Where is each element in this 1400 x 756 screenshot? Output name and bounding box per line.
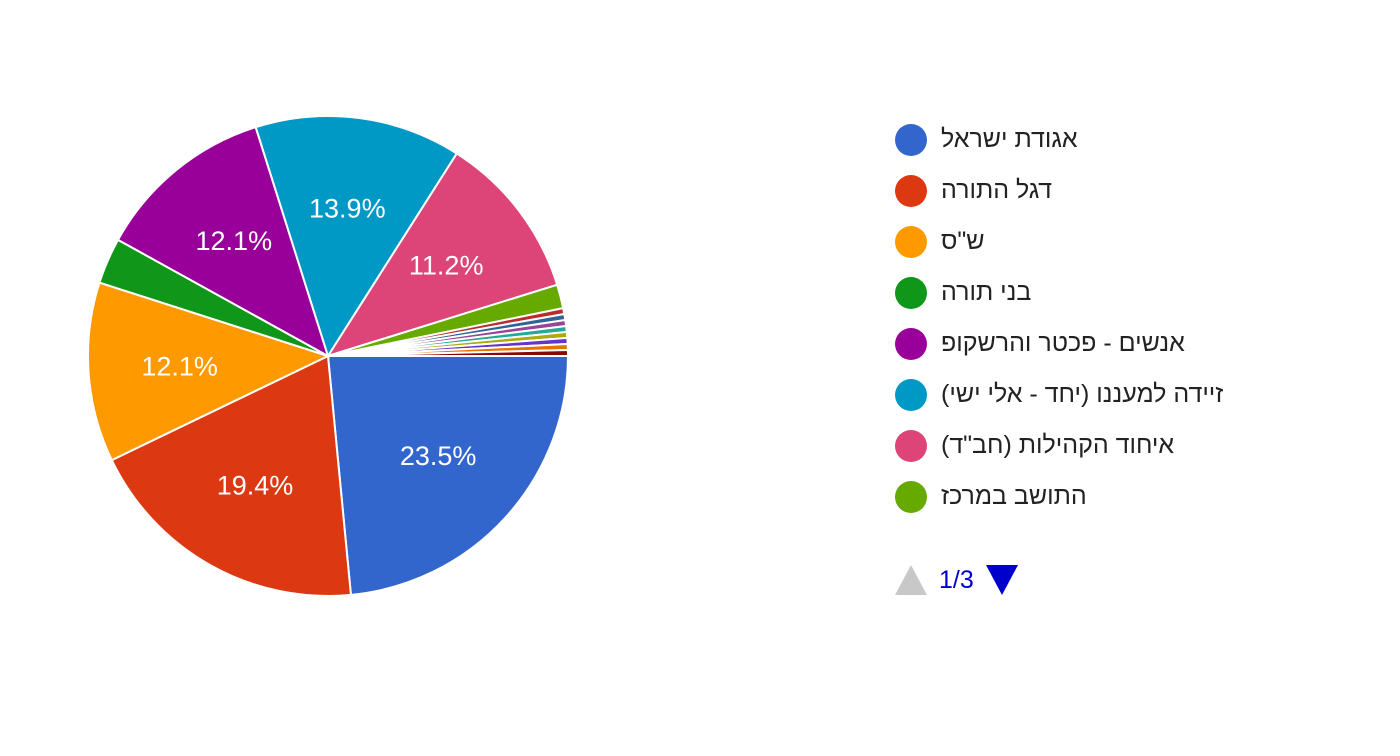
pie-slice[interactable] <box>327 348 570 357</box>
legend: אגודת ישראל דגל התורה ש"ס בני תורה אנשים… <box>895 114 1223 522</box>
slice-value-label: 19.4% <box>217 471 294 501</box>
legend-swatch <box>895 276 927 309</box>
triangle-up-icon[interactable] <box>895 565 927 595</box>
legend-item[interactable]: דגל התורה <box>895 165 1223 216</box>
slice-value-label: 12.1% <box>196 226 273 256</box>
legend-item[interactable]: זיידה למעננו (יחד - אלי ישי) <box>895 369 1223 420</box>
legend-swatch <box>895 480 927 513</box>
legend-swatch <box>895 174 927 207</box>
legend-label: זיידה למעננו (יחד - אלי ישי) <box>941 380 1224 408</box>
legend-swatch <box>895 225 927 258</box>
legend-swatch <box>895 378 927 411</box>
slice-value-label: 11.2% <box>409 251 484 281</box>
legend-label: איחוד הקהילות (חב"ד) <box>941 431 1175 459</box>
slice-value-label: 12.1% <box>141 351 218 381</box>
legend-swatch <box>895 429 927 462</box>
legend-label: התושב במרכז <box>941 482 1087 510</box>
slice-value-label: 23.5% <box>400 441 477 471</box>
pie-slice[interactable] <box>254 115 459 359</box>
legend-label: ש"ס <box>941 227 985 255</box>
pie-slice[interactable] <box>326 355 570 596</box>
legend-item[interactable]: אגודת ישראל <box>895 114 1223 165</box>
legend-swatch <box>895 327 927 360</box>
slice-value-label: 13.9% <box>309 194 386 224</box>
legend-pager: 1/3 <box>895 565 1018 595</box>
legend-label: בני תורה <box>941 278 1032 306</box>
pie-slice[interactable] <box>325 152 559 358</box>
legend-item[interactable]: התושב במרכז <box>895 471 1223 522</box>
legend-item[interactable]: בני תורה <box>895 267 1223 318</box>
legend-label: אנשים - פכטר והרשקופ <box>941 329 1185 357</box>
legend-label: דגל התורה <box>941 176 1052 204</box>
legend-swatch <box>895 123 927 156</box>
legend-item[interactable]: איחוד הקהילות (חב"ד) <box>895 420 1223 471</box>
triangle-down-icon[interactable] <box>985 565 1018 595</box>
pie-slice[interactable] <box>87 281 331 462</box>
pie-chart: 23.5% 19.4% 12.1% 12.1% 13.9% 11.2% <box>87 115 570 597</box>
legend-label: אגודת ישראל <box>941 125 1078 153</box>
pie-slice[interactable] <box>116 125 330 359</box>
legend-item[interactable]: אנשים - פכטר והרשקופ <box>895 318 1223 369</box>
page-indicator: 1/3 <box>939 565 974 594</box>
legend-item[interactable]: ש"ס <box>895 216 1223 267</box>
pie-slice[interactable] <box>110 354 353 597</box>
